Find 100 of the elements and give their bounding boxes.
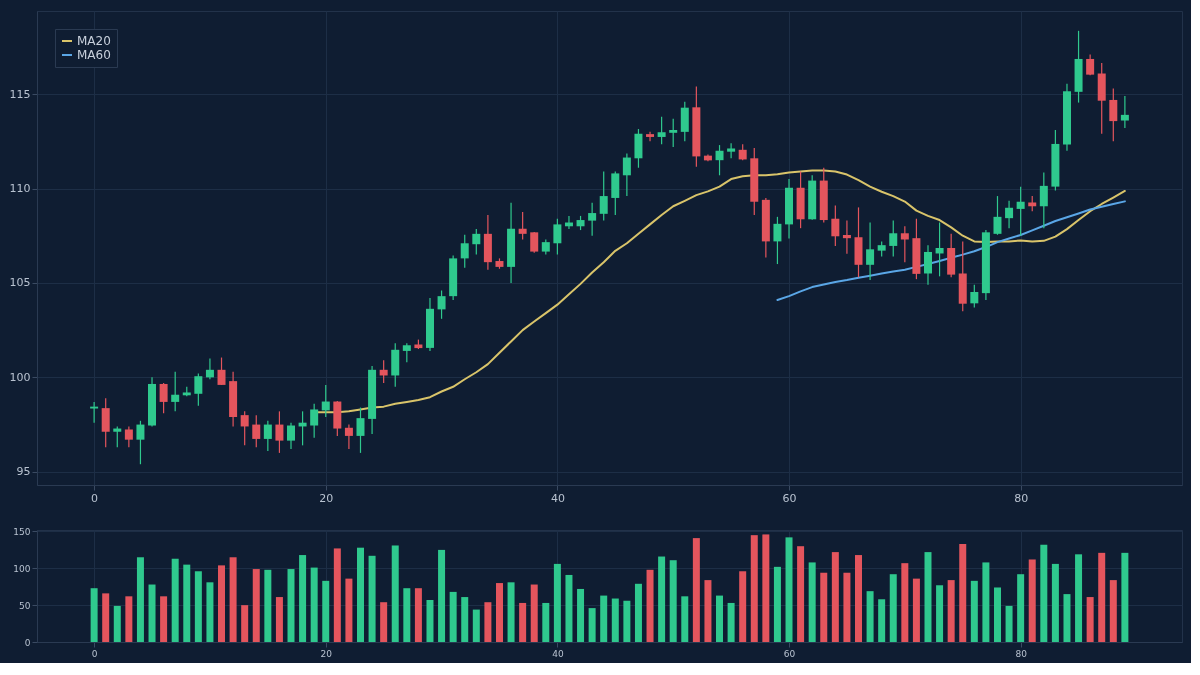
x-tick-label: 20 xyxy=(320,648,333,659)
candlestick xyxy=(460,234,469,269)
candlestick xyxy=(599,170,608,222)
bar xyxy=(275,597,283,642)
y-tick-label: 115 xyxy=(9,87,31,101)
bar xyxy=(206,582,214,642)
legend-label: MA60 xyxy=(77,48,111,62)
candlestick xyxy=(646,131,655,142)
y-tick-label: 100 xyxy=(9,370,31,384)
candlestick xyxy=(657,116,666,145)
bar xyxy=(507,582,515,642)
candlestick xyxy=(472,228,481,256)
bar xyxy=(704,580,712,642)
bar xyxy=(136,557,144,642)
x-tick-label: 40 xyxy=(552,648,564,659)
y-tick-label: 105 xyxy=(9,276,31,290)
y-tick-label: 0 xyxy=(24,637,31,648)
bar xyxy=(843,572,851,642)
bar xyxy=(855,555,863,642)
x-tick-label: 0 xyxy=(91,648,98,659)
bar xyxy=(623,600,631,642)
x-tick-label: 60 xyxy=(782,491,797,505)
x-tick-label: 60 xyxy=(783,648,796,659)
bar xyxy=(692,538,700,642)
candlestick xyxy=(321,384,330,418)
bar xyxy=(773,566,781,642)
bar xyxy=(762,534,770,642)
x-tick-label: 0 xyxy=(91,491,99,505)
bar xyxy=(785,537,793,642)
bar xyxy=(959,544,967,642)
bar xyxy=(1063,594,1071,642)
x-tick-label: 20 xyxy=(319,491,334,505)
candlestick xyxy=(831,204,840,247)
candlestick xyxy=(866,221,875,281)
line-series xyxy=(776,200,1126,301)
bar xyxy=(669,560,677,642)
candlestick xyxy=(715,144,724,176)
bar xyxy=(936,585,944,642)
candlestick xyxy=(923,244,932,286)
y-tick-label: 95 xyxy=(16,465,31,479)
x-tick-label: 40 xyxy=(550,491,565,505)
bar xyxy=(299,555,307,642)
y-tick-label: 110 xyxy=(9,182,31,196)
bar xyxy=(449,591,457,642)
candlestick xyxy=(518,211,527,241)
bar xyxy=(530,584,538,642)
bar xyxy=(194,571,202,642)
candlestick xyxy=(900,225,909,263)
candlestick xyxy=(1016,186,1025,237)
candlestick xyxy=(842,220,851,255)
bar xyxy=(472,609,480,642)
candlestick xyxy=(935,221,944,277)
x-tick-label: 80 xyxy=(1015,648,1028,659)
candlestick xyxy=(1005,200,1014,229)
bar xyxy=(345,578,353,642)
bar xyxy=(125,596,133,642)
bar xyxy=(681,596,689,642)
bar xyxy=(878,599,886,642)
bar xyxy=(1086,597,1094,642)
bar xyxy=(1075,554,1083,642)
bar xyxy=(912,578,920,642)
bar xyxy=(634,583,642,642)
candlestick xyxy=(90,401,99,424)
bar xyxy=(519,602,527,642)
bar xyxy=(542,602,550,642)
candlestick xyxy=(287,422,296,450)
bar xyxy=(160,596,168,642)
candlestick xyxy=(889,220,898,258)
bar xyxy=(565,574,573,642)
bar xyxy=(588,608,596,642)
bar xyxy=(993,587,1001,642)
bar xyxy=(403,588,411,642)
bar xyxy=(380,602,388,642)
bar xyxy=(889,574,897,642)
bar xyxy=(646,569,654,642)
candlestick xyxy=(669,118,678,148)
bar xyxy=(808,562,816,642)
bar xyxy=(426,600,434,642)
bar xyxy=(831,552,839,642)
bar xyxy=(333,548,341,642)
bar xyxy=(252,569,260,642)
candlestick xyxy=(344,423,353,450)
candlestick xyxy=(263,420,272,452)
candlestick xyxy=(727,142,736,159)
bar xyxy=(866,591,874,642)
bar xyxy=(264,569,272,642)
candlestick xyxy=(553,218,562,256)
bar xyxy=(484,602,492,642)
bar xyxy=(982,562,990,642)
bar xyxy=(1109,580,1117,642)
bar xyxy=(1051,563,1059,642)
candlestick xyxy=(159,382,168,414)
y-tick-label: 100 xyxy=(13,563,31,574)
bar xyxy=(1040,544,1048,642)
bar xyxy=(716,595,724,642)
candlestick xyxy=(356,406,365,454)
candlestick xyxy=(310,403,319,439)
bar xyxy=(577,588,585,642)
bar xyxy=(750,535,758,642)
candlestick xyxy=(275,410,284,454)
